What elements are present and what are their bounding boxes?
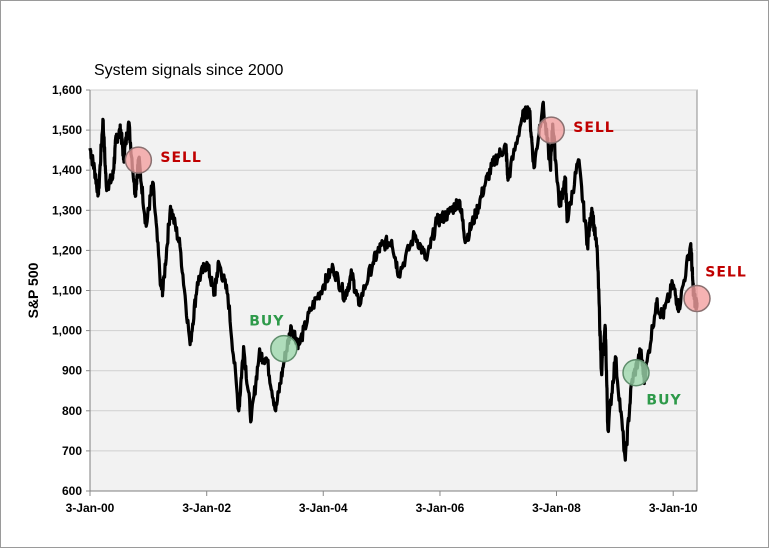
y-tick-label: 900 <box>62 364 82 378</box>
signals-layer: SELL BUY SELL BUY SELL <box>124 116 747 409</box>
buy-signal-marker <box>622 358 650 387</box>
sell-signal-label: SELL <box>160 150 202 166</box>
y-tick-label: 600 <box>62 484 82 498</box>
sell-signal-label: SELL <box>705 265 747 281</box>
y-axis-ticks: 600 700 800 900 1,000 1,100 1,200 1,300 1,400 1,5… <box>52 83 90 498</box>
chart-title: System signals since 2000 <box>94 62 284 79</box>
y-tick-label: 700 <box>62 444 82 458</box>
sell-signal-marker <box>683 284 711 313</box>
x-tick-label: 3-Jan-08 <box>532 501 581 515</box>
y-tick-label: 1,100 <box>52 284 82 298</box>
y-tick-label: 1,000 <box>52 324 82 338</box>
series-line <box>88 100 699 462</box>
x-tick-label: 3-Jan-00 <box>66 501 115 515</box>
sell-signal-marker <box>537 116 565 144</box>
buy-signal-label: BUY <box>249 314 284 330</box>
x-tick-label: 3-Jan-02 <box>182 501 231 515</box>
x-axis-ticks: 3-Jan-00 3-Jan-02 3-Jan-04 3-Jan-06 3-Jan-08… <box>66 491 698 515</box>
sell-signal-marker <box>124 146 153 174</box>
x-tick-label: 3-Jan-06 <box>416 501 465 515</box>
y-tick-label: 1,600 <box>52 83 82 97</box>
y-tick-label: 800 <box>62 404 82 418</box>
x-tick-label: 3-Jan-10 <box>649 501 698 515</box>
sell-signal-label: SELL <box>573 120 615 136</box>
y-tick-label: 1,400 <box>52 163 82 177</box>
buy-signal-label: BUY <box>646 393 681 409</box>
y-tick-label: 1,300 <box>52 203 82 217</box>
y-axis-label: S&P 500 <box>25 262 41 318</box>
y-tick-label: 1,500 <box>52 123 82 137</box>
y-tick-label: 1,200 <box>52 243 82 257</box>
x-tick-label: 3-Jan-04 <box>299 501 348 515</box>
series-layer <box>88 100 699 462</box>
buy-signal-marker <box>270 334 298 363</box>
